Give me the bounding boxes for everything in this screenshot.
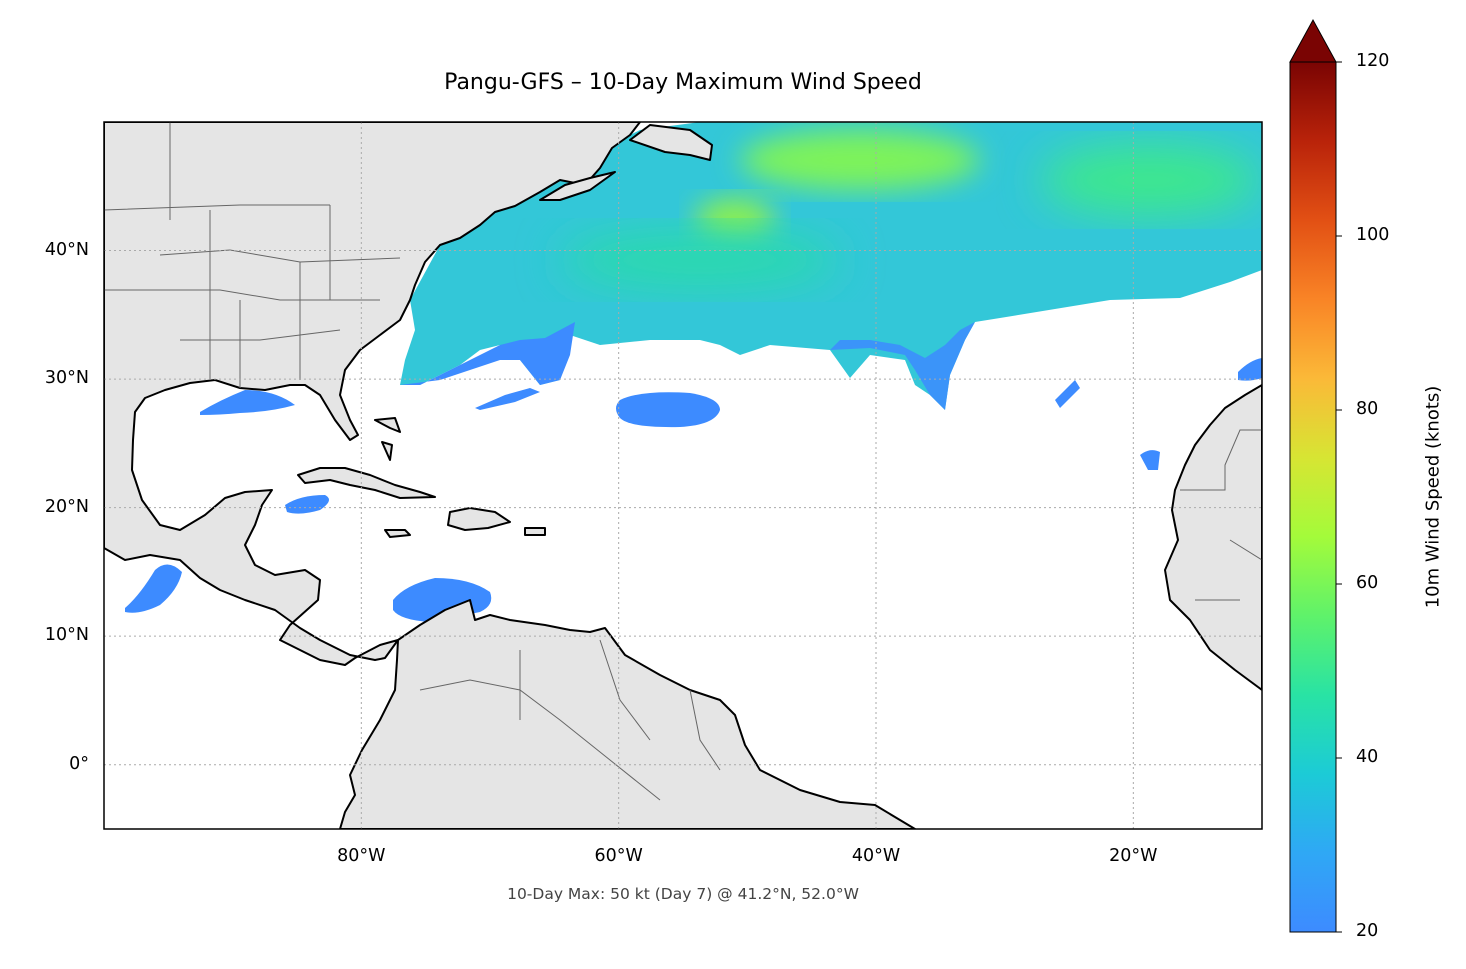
lat-tick-label: 0° [69, 753, 89, 774]
lat-tick-label: 10°N [44, 625, 89, 646]
colorbar-extend-arrow [1289, 18, 1337, 63]
wind-patch-streak [475, 388, 540, 410]
lat-tick-label: 30°N [44, 368, 89, 389]
wind-field-core-green [740, 130, 980, 190]
land-puerto-rico [524, 527, 546, 536]
lon-tick-label: 40°W [851, 846, 901, 866]
colorbar-tick-label: 20 [1356, 921, 1379, 941]
land-south-america [339, 599, 916, 829]
wind-field-west-band [400, 322, 575, 385]
land-hispaniola [447, 507, 511, 531]
map-area [104, 122, 1262, 829]
lat-tick-label: 20°N [44, 496, 89, 517]
colorbar-gradient [1289, 61, 1337, 933]
wind-patch-gulf [200, 390, 295, 415]
wind-patch-tehuantepec [125, 564, 182, 613]
land-nova-scotia [539, 171, 616, 201]
lat-tick-label: 40°N [44, 239, 89, 260]
land-bahamas [374, 417, 401, 461]
map-title: Pangu-GFS – 10-Day Maximum Wind Speed [444, 70, 922, 95]
land-africa [1164, 384, 1262, 691]
lon-tick-label: 20°W [1109, 846, 1158, 866]
map-frame [103, 121, 1263, 830]
colorbar-tick-label: 40 [1356, 747, 1379, 767]
wind-patch-azores [616, 392, 720, 428]
land-cuba [297, 467, 436, 499]
colorbar-tick-label: 120 [1356, 51, 1390, 71]
max-wind-annotation: 10-Day Max: 50 kt (Day 7) @ 41.2°N, 52.0… [507, 885, 859, 903]
wind-patch-canaries [1140, 450, 1160, 470]
gridlines [104, 122, 1262, 829]
land-jamaica [384, 529, 411, 538]
land-newfoundland [629, 124, 713, 161]
colorbar-title: 10m Wind Speed (knots) [1422, 385, 1444, 609]
colorbar-tick-label: 80 [1356, 399, 1379, 419]
lon-tick-label: 60°W [594, 846, 643, 866]
wind-field-central [560, 230, 840, 290]
colorbar-tick-label: 100 [1356, 225, 1390, 245]
wind-patch-hispaniola [285, 495, 329, 514]
wind-field-edge [830, 322, 975, 410]
wind-field-east-green [1040, 145, 1260, 215]
colorbar-ticks [1336, 61, 1342, 933]
colorbar [1289, 18, 1342, 933]
colorbar-tick-label: 60 [1356, 573, 1379, 593]
lon-tick-label: 80°W [337, 846, 386, 866]
borders-layer [104, 122, 1262, 801]
